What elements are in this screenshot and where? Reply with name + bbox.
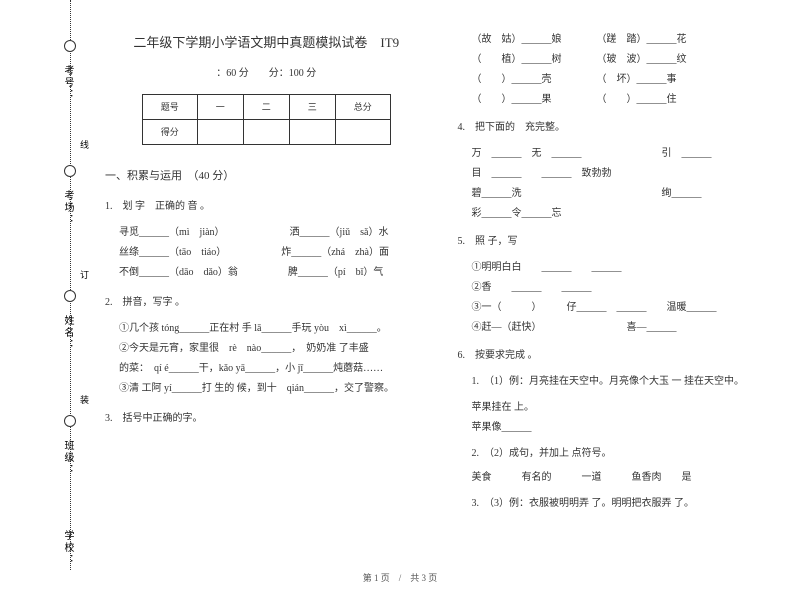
table-cell: 题号 — [142, 95, 197, 120]
binding-label: 班级： — [60, 440, 75, 476]
question-body: 寻觅______（mì jiàn） 洒______（jiǔ sǎ）水 丝绦___… — [105, 223, 428, 283]
question-line: 1. （1）例：月亮挂在天空中。月亮像个大玉 一 挂在天空中。 — [472, 372, 781, 392]
question-line: 美食 有名的 一道 鱼香肉 是 — [472, 468, 781, 488]
question-line: 彩______令______忘 — [472, 204, 781, 224]
question-label: 4. 把下面的 充完整。 — [458, 118, 781, 138]
page-content: 二年级下学期小学语文期中真题模拟试卷 IT9 ：60 分 分：100 分 题号 … — [105, 30, 780, 514]
question-line: 苹果挂在 上。 — [472, 398, 781, 418]
binding-label: 考号： — [60, 65, 75, 101]
section-heading: 一、积累与运用 （40 分） — [105, 165, 428, 187]
question-body: 1. （1）例：月亮挂在天空中。月亮像个大玉 一 挂在天空中。 苹果挂在 上。 … — [458, 372, 781, 514]
question-body: ①几个孩 tóng______正在村 手 lā______手玩 yòu xì__… — [105, 319, 428, 399]
binding-margin: 考号： 考场： 姓名： 班级： 学校： 线 订 装 — [50, 0, 90, 570]
cut-label: 订 — [78, 270, 91, 281]
question-line: 的菜： qí é______干，kǎo yā______，小 jī______炖… — [119, 359, 428, 379]
question-label: 2. 拼音，写字 。 — [105, 293, 428, 313]
table-cell: 二 — [243, 95, 289, 120]
exam-title: 二年级下学期小学语文期中真题模拟试卷 IT9 — [105, 30, 428, 56]
table-cell: 三 — [289, 95, 335, 120]
question-line: 万 ______ 无 ______ 引 ______ — [472, 144, 781, 164]
cut-label: 装 — [78, 395, 91, 406]
table-cell — [243, 120, 289, 145]
binding-label: 学校： — [60, 530, 75, 566]
table-cell: 一 — [197, 95, 243, 120]
question-label: 3. 括号中正确的字。 — [105, 409, 428, 429]
question-line: ④赶—（赶快） 喜—______ — [472, 318, 781, 338]
question-line: 碧______洗 绚______ — [472, 184, 781, 204]
right-column: （故 姑）______娘 （蹉 踏）______花 （ 植）______树 （玻… — [458, 30, 781, 514]
question-line: 目 ______ ______ 致勃勃 — [472, 164, 781, 184]
question-line: ①几个孩 tóng______正在村 手 lā______手玩 yòu xì__… — [119, 319, 428, 339]
binding-circle — [64, 290, 76, 302]
table-cell — [289, 120, 335, 145]
page-footer: 第 1 页 / 共 3 页 — [0, 571, 800, 584]
question-body: 万 ______ 无 ______ 引 ______ 目 ______ ____… — [458, 144, 781, 224]
question-line: 2. （2）成句，并加上 点符号。 — [472, 444, 781, 464]
binding-circle — [64, 415, 76, 427]
question-label: 6. 按要求完成 。 — [458, 346, 781, 366]
question-line: ②香 ______ ______ — [472, 278, 781, 298]
question-line: （ ）______壳 （ 坏）______事 — [472, 70, 781, 90]
question-label: 1. 划 字 正确的 音 。 — [105, 197, 428, 217]
question-body: ①明明白白 ______ ______ ②香 ______ ______ ③一（… — [458, 258, 781, 338]
table-row: 题号 一 二 三 总分 — [142, 95, 390, 120]
question-line: ③一（ ） 仔______ ______ 温暖______ — [472, 298, 781, 318]
binding-label: 考场： — [60, 190, 75, 226]
question-line: ①明明白白 ______ ______ — [472, 258, 781, 278]
table-row: 得分 — [142, 120, 390, 145]
question-label: 5. 照 子，写 — [458, 232, 781, 252]
cut-label: 线 — [78, 140, 91, 151]
question-line: 丝绦______（tāo tiáo） 炸______（zhá zhà）面 — [119, 243, 428, 263]
question-line: ③清 工阿 yí______打 生的 候，到十 qián______，交了警察。 — [119, 379, 428, 399]
table-cell: 总分 — [335, 95, 390, 120]
binding-circle — [64, 165, 76, 177]
question-line: （ 植）______树 （玻 波）______纹 — [472, 50, 781, 70]
question-line: 寻觅______（mì jiàn） 洒______（jiǔ sǎ）水 — [119, 223, 428, 243]
table-cell — [197, 120, 243, 145]
score-table: 题号 一 二 三 总分 得分 — [142, 94, 391, 145]
table-cell: 得分 — [142, 120, 197, 145]
binding-label: 姓名： — [60, 315, 75, 351]
left-column: 二年级下学期小学语文期中真题模拟试卷 IT9 ：60 分 分：100 分 题号 … — [105, 30, 428, 514]
question-line: 不倒______（dāo dǎo）翁 脾______（pí bǐ）气 — [119, 263, 428, 283]
question-line: （ ）______果 （ ）______住 — [472, 90, 781, 110]
question-line: ②今天是元宵，家里很 rè nào______， 奶奶准 了丰盛 — [119, 339, 428, 359]
question-line: 3. （3）例：衣服被明明弄 了。明明把衣服弄 了。 — [472, 494, 781, 514]
exam-subtitle: ：60 分 分：100 分 — [105, 64, 428, 84]
question-line: （故 姑）______娘 （蹉 踏）______花 — [472, 30, 781, 50]
table-cell — [335, 120, 390, 145]
binding-circle — [64, 40, 76, 52]
question-line: 苹果像______ — [472, 418, 781, 438]
question-body: （故 姑）______娘 （蹉 踏）______花 （ 植）______树 （玻… — [458, 30, 781, 110]
